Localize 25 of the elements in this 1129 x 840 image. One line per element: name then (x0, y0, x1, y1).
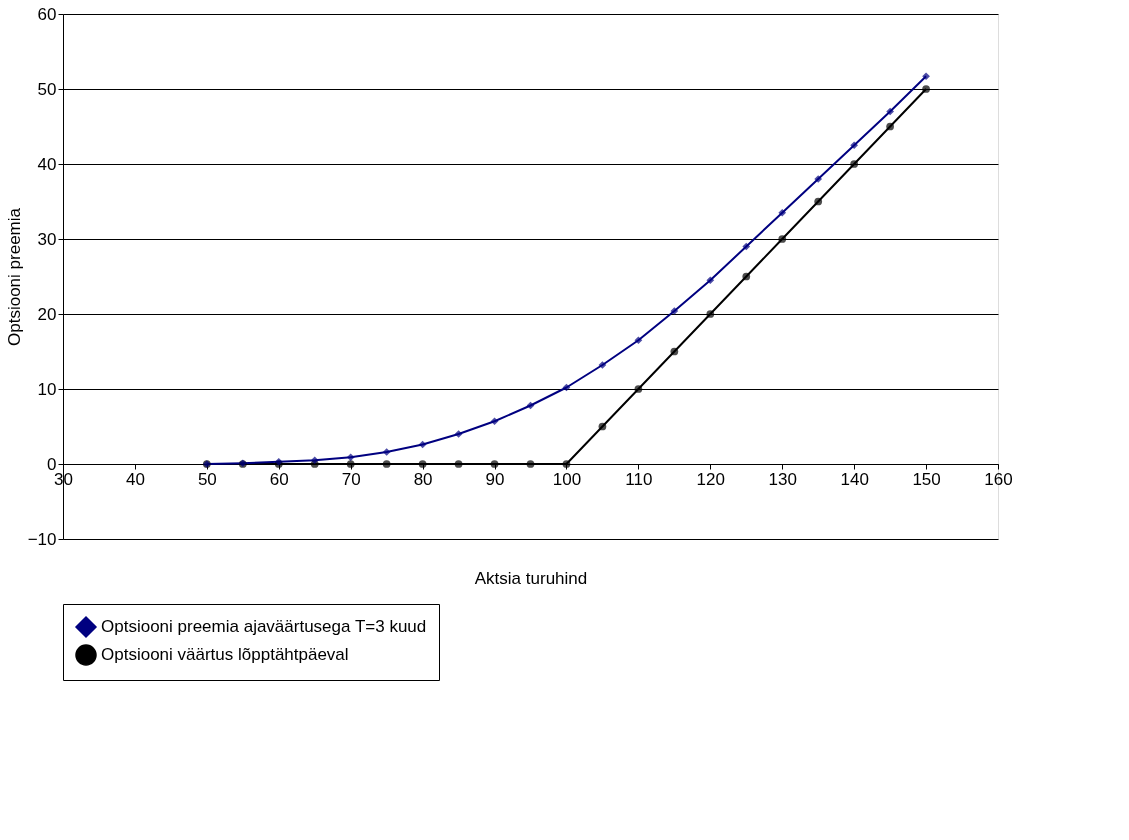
x-tick-label: 100 (552, 469, 582, 489)
x-tick-label: 40 (125, 469, 145, 489)
x-tick-label: 50 (197, 469, 217, 489)
x-tick-label: 120 (696, 469, 725, 489)
x-tick-label: 70 (341, 469, 361, 489)
x-tick-label: 90 (485, 469, 505, 489)
y-tick-label: 40 (37, 154, 57, 174)
y-tick-label: 60 (37, 4, 57, 24)
x-tick-label: 110 (625, 469, 653, 489)
x-tick-label: 130 (768, 469, 797, 489)
legend-label: Optsiooni väärtus lõpptähtpäeval (101, 645, 349, 664)
x-tick-label: 60 (269, 469, 289, 489)
x-tick-label: 140 (840, 469, 869, 489)
x-tick-label: 80 (413, 469, 433, 489)
y-tick-label: 10 (37, 379, 57, 399)
y-tick-label: 50 (37, 79, 57, 99)
x-tick-label: 160 (984, 469, 1013, 489)
legend-label: Optsiooni preemia ajaväärtusega T=3 kuud (101, 617, 427, 636)
x-tick-label: 150 (912, 469, 941, 489)
x-axis-title: Aktsia turuhind (474, 568, 588, 588)
y-tick-label: −10 (27, 529, 57, 549)
y-axis-title: Optsiooni preemia (4, 207, 24, 346)
y-tick-label: 0 (47, 454, 57, 474)
y-tick-label: 20 (37, 304, 57, 324)
y-tick-label: 30 (37, 229, 57, 249)
